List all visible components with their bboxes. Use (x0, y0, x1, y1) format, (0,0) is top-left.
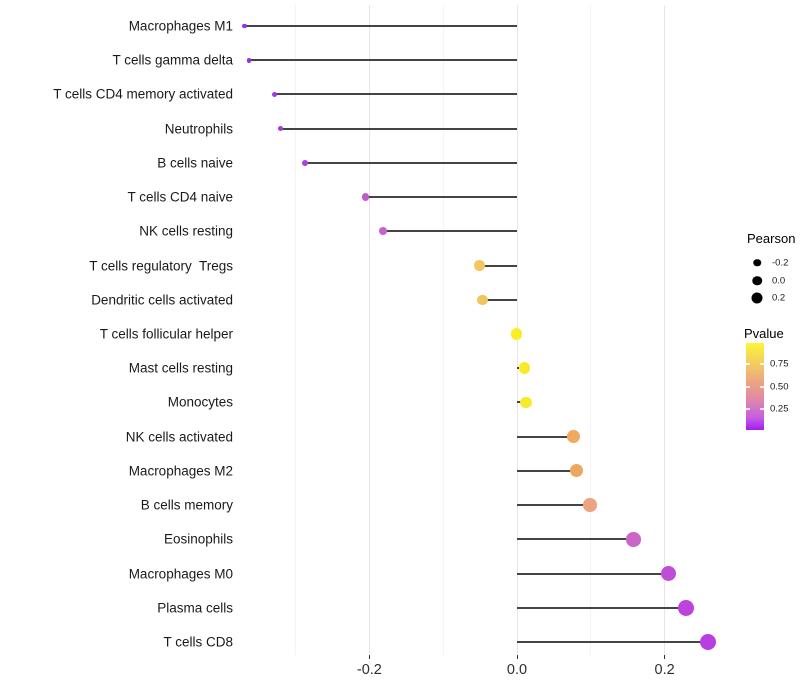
data-point (583, 498, 597, 512)
gridline-major (664, 5, 666, 655)
lollipop-stem (365, 196, 517, 199)
legend-size-item: -0.2 (746, 254, 800, 271)
data-point (477, 294, 488, 305)
data-point (518, 362, 531, 374)
y-axis-label: Monocytes (167, 394, 233, 410)
lollipop-stem (517, 606, 686, 609)
data-point (510, 328, 522, 340)
data-point (242, 23, 247, 29)
y-axis-label: Plasma cells (157, 600, 233, 616)
lollipop-stem (479, 264, 517, 267)
data-point (272, 91, 278, 97)
y-axis-label: T cells CD8 (163, 634, 233, 650)
y-axis-label: Mast cells resting (128, 360, 233, 376)
y-axis-label: Eosinophils (163, 531, 233, 547)
data-point (566, 430, 580, 444)
x-tick-mark (368, 655, 370, 659)
x-tick-label: 0.0 (506, 662, 528, 678)
x-tick-label: -0.2 (356, 662, 382, 678)
lollipop-stem (517, 572, 669, 575)
pvalue-tick-label: 0.75 (770, 358, 789, 370)
gridline-minor (295, 5, 297, 655)
gridline-minor (442, 5, 444, 655)
lollipop-stem (517, 504, 591, 507)
lollipop-stem (383, 230, 517, 233)
data-point (246, 57, 252, 63)
pvalue-tick-label: 0.25 (770, 403, 789, 415)
lollipop-stem (280, 127, 517, 130)
data-point (302, 159, 309, 166)
y-axis-label: T cells gamma delta (112, 52, 233, 68)
lollipop-stem (249, 59, 517, 62)
y-axis-label: NK cells activated (125, 429, 233, 445)
legend-size-dot (751, 292, 763, 303)
legend-size-item: 0.0 (746, 272, 800, 289)
data-point (277, 126, 283, 132)
pvalue-tick (760, 385, 764, 388)
y-axis-label: T cells follicular helper (99, 326, 233, 342)
y-axis-label: B cells memory (140, 497, 233, 513)
y-axis-label: T cells regulatory Tregs (89, 258, 233, 274)
lollipop-stem (305, 161, 517, 164)
x-tick-mark (664, 655, 666, 659)
y-axis-label: Neutrophils (164, 121, 233, 137)
data-point (626, 532, 641, 547)
legend-size-label: -0.2 (772, 257, 789, 268)
lollipop-stem (517, 435, 574, 438)
legend-size-item: 0.2 (746, 289, 800, 306)
lollipop-stem (517, 640, 709, 643)
legend-size-title: Pearson (747, 231, 796, 246)
lollipop-stem (274, 93, 517, 96)
legend-color-title: Pvalue (744, 326, 784, 341)
lollipop-stem (517, 538, 634, 541)
x-tick-mark (516, 655, 518, 659)
pvalue-tick (746, 385, 750, 388)
x-tick-label: 0.2 (654, 662, 675, 678)
y-axis-label: Macrophages M1 (128, 18, 233, 34)
y-axis-label: Dendritic cells activated (91, 292, 233, 308)
data-point (379, 227, 388, 236)
pvalue-tick (760, 363, 764, 365)
pvalue-gradient-bar (746, 343, 764, 430)
y-axis-label: NK cells resting (139, 223, 233, 239)
lollipop-stem (517, 469, 577, 472)
lollipop-stem (482, 298, 517, 301)
y-axis-label: T cells CD4 memory activated (53, 86, 233, 102)
data-point (569, 464, 583, 478)
y-axis-label: T cells CD4 naive (127, 189, 233, 205)
legend-size-label: 0.2 (772, 292, 786, 303)
gridline-minor (590, 5, 592, 655)
gridline-major (368, 5, 370, 655)
data-point (678, 599, 694, 616)
legend-size-dot (753, 258, 761, 267)
data-point (520, 396, 532, 409)
data-point (660, 565, 676, 582)
data-point (362, 193, 370, 201)
y-axis-label: B cells naive (157, 155, 233, 171)
legend-size-label: 0.0 (772, 275, 786, 286)
pvalue-tick (760, 408, 764, 410)
pvalue-tick (746, 408, 750, 410)
legend-size-dot (752, 275, 762, 286)
y-axis-label: Macrophages M2 (128, 463, 233, 479)
lollipop-stem (244, 25, 517, 27)
data-point (699, 633, 717, 651)
pvalue-tick-label: 0.50 (770, 381, 789, 392)
y-axis-label: Macrophages M0 (128, 566, 233, 582)
data-point (474, 260, 485, 271)
pvalue-tick (746, 363, 750, 365)
